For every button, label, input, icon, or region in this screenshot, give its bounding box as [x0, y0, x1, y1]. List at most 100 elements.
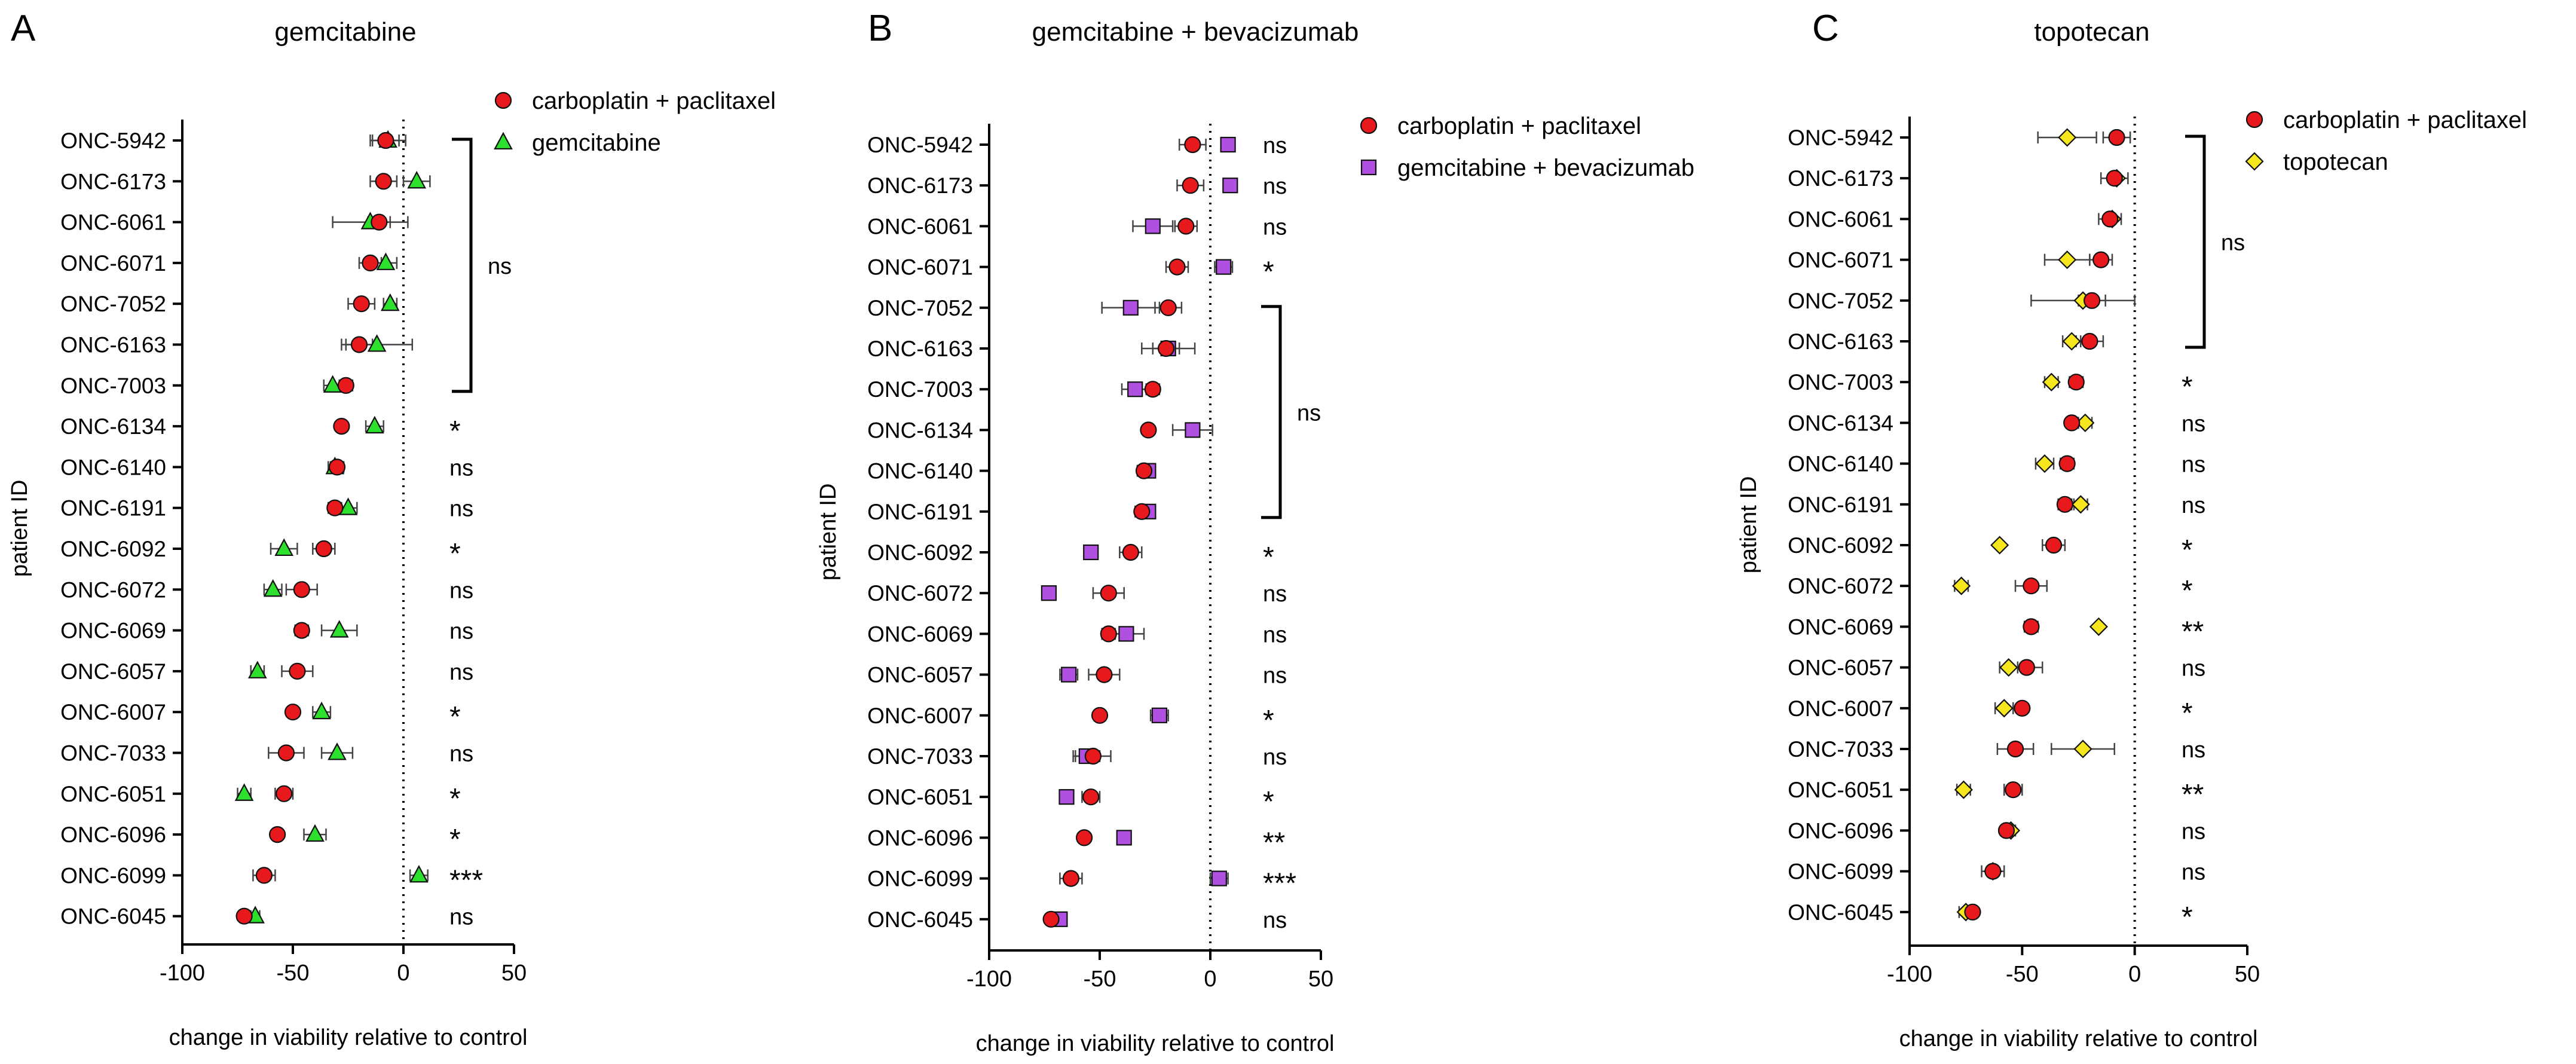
data-point-square — [1061, 666, 1077, 683]
legend-label: carboplatin + paclitaxel — [1397, 113, 1641, 139]
data-point-triangle — [305, 824, 325, 842]
patient-label: ONC-5942 — [60, 129, 166, 153]
panel-letter: C — [1812, 8, 1839, 49]
patient-label: ONC-6092 — [1788, 533, 1893, 558]
data-point-square — [1041, 585, 1057, 601]
data-point-circle — [1122, 543, 1139, 561]
significance-label: ns — [1263, 622, 1287, 647]
significance-label: ns — [2182, 656, 2205, 681]
patient-label: ONC-6007 — [1788, 696, 1893, 721]
data-point-triangle — [409, 864, 429, 883]
data-point-circle — [326, 499, 344, 516]
significance-label: ns — [2182, 819, 2205, 844]
significance-label: * — [449, 824, 461, 855]
patient-label: ONC-6057 — [60, 659, 166, 684]
patient-label: ONC-6134 — [867, 418, 973, 442]
patient-label: ONC-6069 — [60, 619, 166, 643]
significance-label: ns — [2182, 860, 2205, 885]
data-point-circle — [2006, 740, 2024, 758]
patient-label: ONC-7033 — [60, 741, 166, 766]
x-axis-label: change in viability relative to control — [1899, 1026, 2258, 1051]
significance-label: ns — [449, 497, 473, 522]
significance-label: * — [1263, 786, 1274, 818]
patient-label: ONC-6173 — [60, 169, 166, 194]
legend-marker-triangle — [494, 132, 513, 150]
y-axis-label: patient ID — [1736, 476, 1761, 574]
patient-label: ONC-6163 — [1788, 329, 1893, 354]
significance-label: ns — [1263, 174, 1287, 199]
patient-label: ONC-6134 — [1788, 411, 1893, 435]
patient-label: ONC-6051 — [867, 785, 973, 809]
patient-label: ONC-7052 — [60, 292, 166, 316]
patient-label: ONC-7052 — [867, 296, 973, 320]
significance-label: * — [2182, 901, 2193, 933]
significance-label: * — [449, 415, 461, 447]
data-point-circle — [1964, 903, 1981, 921]
data-point-circle — [2058, 455, 2076, 472]
patient-label: ONC-6071 — [867, 255, 973, 280]
patient-label: ONC-6061 — [1788, 207, 1893, 231]
patient-label: ONC-6099 — [60, 863, 166, 888]
significance-label: ns — [449, 742, 473, 767]
data-point-circle — [315, 540, 332, 558]
significance-label: * — [2182, 575, 2193, 607]
patient-label: ONC-7033 — [1788, 737, 1893, 762]
data-point-circle — [2018, 659, 2035, 676]
data-point-triangle — [234, 783, 254, 801]
patient-label: ONC-6173 — [867, 173, 973, 198]
data-point-circle — [337, 377, 354, 394]
x-tick-label: -50 — [1084, 967, 1116, 992]
patient-label: ONC-6092 — [60, 537, 166, 561]
significance-label: ns — [2182, 452, 2205, 478]
significance-label: * — [449, 783, 461, 815]
patient-label: ONC-6051 — [1788, 778, 1893, 802]
bracket-label: ns — [2221, 231, 2245, 256]
data-point-triangle — [328, 742, 347, 760]
x-axis-label: change in viability relative to control — [976, 1031, 1335, 1056]
data-point-circle — [1140, 421, 1157, 439]
significance-bracket — [452, 137, 473, 393]
x-tick-label: 50 — [501, 961, 527, 986]
patient-label: ONC-6045 — [60, 904, 166, 929]
x-tick-label: 50 — [1308, 967, 1333, 992]
x-tick-label: -100 — [966, 967, 1012, 992]
patient-label: ONC-7003 — [867, 377, 973, 402]
data-point-circle — [375, 173, 392, 190]
x-tick-label: -100 — [1887, 962, 1932, 987]
data-point-square — [1185, 422, 1201, 438]
data-point-diamond — [1994, 699, 2014, 718]
significance-label: * — [1263, 256, 1274, 288]
significance-label: * — [2182, 534, 2193, 566]
patient-label: ONC-7003 — [60, 374, 166, 398]
significance-label: *** — [1263, 868, 1296, 900]
x-axis-label: change in viability relative to control — [169, 1025, 528, 1050]
data-point-circle — [2005, 781, 2022, 799]
significance-label: ns — [1263, 133, 1287, 158]
bracket-label: ns — [1297, 400, 1321, 426]
data-point-circle — [328, 458, 346, 476]
data-point-triangle — [380, 293, 400, 311]
patient-label: ONC-6071 — [1788, 248, 1893, 273]
legend-marker-circle — [494, 91, 512, 109]
significance-label: ns — [1263, 582, 1287, 607]
data-point-circle — [2106, 170, 2123, 187]
patient-label: ONC-6072 — [1788, 574, 1893, 598]
data-point-circle — [1135, 462, 1153, 479]
patient-label: ONC-6057 — [867, 663, 973, 687]
patient-label: ONC-6191 — [867, 500, 973, 524]
patient-label: ONC-6099 — [1788, 860, 1893, 884]
data-point-circle — [1133, 503, 1151, 520]
significance-label: * — [449, 538, 461, 570]
data-point-diamond — [2042, 372, 2061, 392]
data-point-circle — [1984, 863, 2002, 880]
x-tick-label: -50 — [2006, 962, 2039, 987]
data-point-square — [1222, 178, 1238, 194]
data-point-circle — [1091, 707, 1109, 724]
data-point-circle — [255, 867, 273, 884]
legend-label: topotecan — [2283, 149, 2388, 175]
data-point-diamond — [2035, 454, 2054, 473]
data-point-circle — [289, 662, 306, 680]
panel-title: gemcitabine + bevacizumab — [1032, 17, 1359, 47]
data-point-triangle — [323, 375, 342, 393]
patient-label: ONC-6072 — [60, 577, 166, 602]
